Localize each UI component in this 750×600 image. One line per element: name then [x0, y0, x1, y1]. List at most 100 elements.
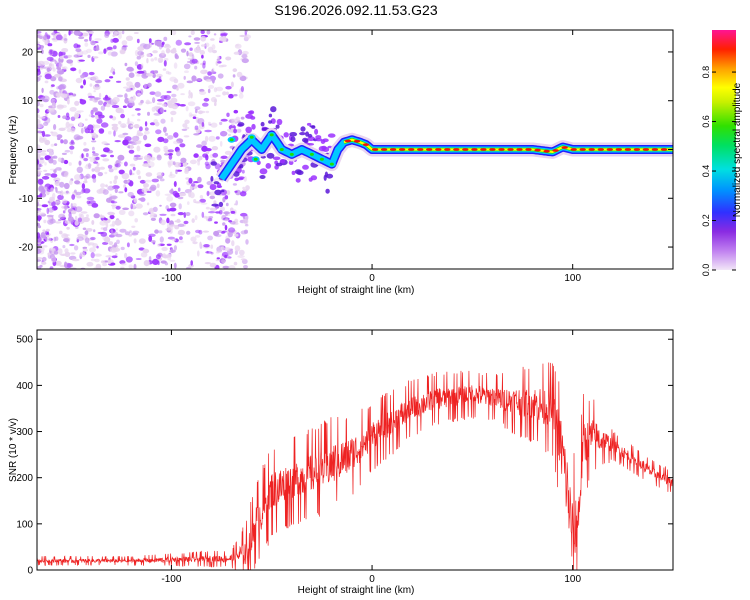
noise-blob — [69, 243, 75, 247]
noise-blob — [161, 246, 168, 252]
noise-blob — [86, 228, 93, 232]
noise-blob — [92, 146, 95, 151]
noise-blob — [188, 177, 193, 184]
noise-blob — [54, 180, 61, 186]
noise-blob — [144, 179, 152, 183]
noise-blob — [135, 258, 142, 260]
noise-blob — [107, 164, 113, 169]
x-tick-label: 100 — [564, 273, 581, 284]
noise-blob — [51, 84, 55, 87]
noise-blob — [291, 170, 296, 175]
noise-blob — [50, 187, 54, 193]
noise-blob — [81, 183, 86, 190]
noise-blob — [235, 200, 238, 206]
noise-blob — [144, 127, 149, 131]
colorbar-tick-label: 0.4 — [701, 165, 711, 178]
noise-blob — [138, 238, 146, 244]
noise-blob — [144, 121, 148, 127]
noise-blob — [173, 245, 177, 251]
noise-blob — [156, 172, 163, 177]
noise-blob — [37, 123, 43, 129]
noise-blob — [198, 155, 203, 161]
noise-blob — [108, 168, 114, 173]
noise-blob — [38, 116, 46, 119]
noise-blob — [241, 53, 248, 59]
noise-blob — [119, 48, 126, 55]
noise-blob — [132, 230, 140, 234]
noise-blob — [37, 108, 40, 114]
noise-blob — [161, 103, 167, 107]
noise-blob — [70, 30, 73, 35]
noise-blob — [102, 189, 109, 195]
noise-blob — [92, 56, 99, 59]
noise-blob — [205, 151, 210, 155]
noise-blob — [64, 149, 71, 153]
noise-blob — [37, 236, 42, 243]
noise-blob — [133, 32, 139, 34]
noise-blob — [189, 159, 197, 165]
noise-blob — [233, 128, 238, 134]
signal-peak — [471, 148, 478, 151]
noise-blob — [74, 174, 82, 181]
noise-blob — [207, 88, 211, 94]
noise-blob — [224, 247, 231, 252]
signal-peak — [353, 139, 361, 143]
signal-peak — [588, 148, 595, 151]
noise-blob — [39, 35, 43, 40]
noise-blob — [41, 261, 47, 265]
noise-blob — [164, 193, 172, 196]
noise-blob — [322, 138, 329, 143]
noise-blob — [171, 238, 176, 242]
noise-blob — [318, 146, 326, 152]
noise-blob — [137, 118, 141, 122]
noise-blob — [83, 188, 91, 194]
noise-blob — [109, 247, 118, 253]
noise-blob — [39, 157, 44, 160]
x-tick-label: 0 — [369, 574, 375, 585]
y-tick-label: -20 — [19, 243, 34, 254]
noise-blob — [78, 69, 82, 74]
noise-blob — [157, 136, 165, 143]
noise-blob — [156, 154, 162, 161]
noise-blob — [198, 110, 203, 115]
noise-blob — [62, 115, 67, 119]
noise-blob — [85, 152, 89, 158]
noise-blob — [162, 138, 169, 144]
noise-blob — [56, 191, 62, 194]
noise-blob — [193, 153, 199, 158]
noise-blob — [70, 116, 76, 122]
noise-blob — [41, 130, 46, 138]
noise-blob — [87, 124, 94, 131]
noise-blob — [65, 121, 70, 128]
signal-spot-core — [249, 135, 254, 139]
noise-blob — [89, 247, 96, 253]
noise-blob — [228, 93, 234, 99]
noise-blob — [185, 177, 190, 180]
noise-blob — [58, 157, 62, 162]
noise-blob — [53, 124, 57, 130]
noise-blob — [183, 75, 186, 80]
noise-blob — [243, 265, 248, 269]
noise-blob — [84, 118, 88, 121]
noise-blob — [52, 192, 56, 199]
noise-blob — [128, 234, 133, 237]
noise-blob — [58, 83, 67, 90]
noise-blob — [83, 79, 86, 86]
noise-blob — [178, 240, 184, 244]
noise-blob — [74, 215, 78, 221]
noise-blob — [114, 128, 118, 132]
noise-blob — [118, 120, 122, 125]
noise-blob — [116, 80, 122, 83]
noise-blob — [196, 78, 202, 81]
noise-blob — [112, 71, 116, 75]
noise-blob — [38, 235, 47, 238]
noise-blob — [38, 186, 44, 192]
y-tick-label: -10 — [19, 194, 34, 205]
noise-blob — [202, 60, 206, 66]
noise-blob — [244, 224, 249, 227]
noise-blob — [116, 239, 120, 244]
noise-blob — [251, 123, 256, 130]
colorbar-label: Normalized spectral amplitude — [732, 82, 743, 217]
noise-blob — [120, 262, 127, 266]
noise-blob — [105, 255, 112, 258]
